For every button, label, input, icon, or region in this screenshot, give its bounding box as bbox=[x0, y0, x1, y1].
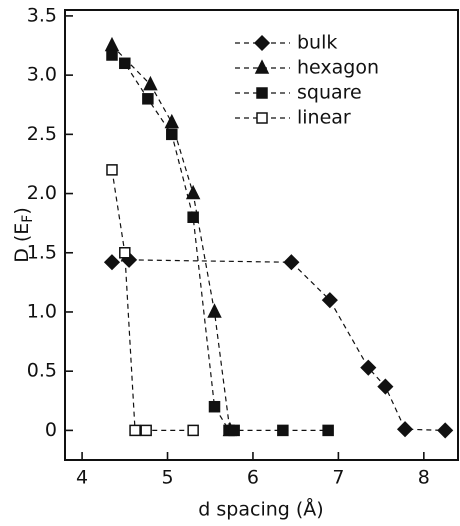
x-axis-label: d spacing (Å) bbox=[198, 498, 323, 521]
plot-frame bbox=[64, 9, 459, 461]
marker bbox=[142, 93, 154, 105]
legend-label: hexagon bbox=[297, 57, 379, 79]
y-label-part: D (E bbox=[11, 223, 33, 263]
legend-label: square bbox=[297, 82, 362, 104]
marker bbox=[164, 113, 180, 129]
marker bbox=[437, 422, 454, 439]
y-tick-label: 1.5 bbox=[27, 241, 57, 263]
marker bbox=[396, 421, 414, 438]
x-tick-label: 8 bbox=[418, 467, 430, 489]
marker bbox=[208, 400, 221, 413]
x-tick-label: 4 bbox=[76, 467, 88, 489]
x-tick-label: 5 bbox=[161, 467, 173, 489]
marker bbox=[106, 49, 118, 61]
marker bbox=[140, 424, 152, 437]
x-tick-label: 7 bbox=[332, 467, 344, 489]
marker bbox=[187, 424, 199, 437]
marker bbox=[106, 164, 118, 176]
y-tick-label: 3.0 bbox=[27, 64, 57, 86]
marker bbox=[104, 36, 120, 52]
series-line bbox=[111, 169, 194, 431]
marker bbox=[322, 424, 334, 437]
legend-marker bbox=[253, 34, 271, 52]
marker bbox=[166, 128, 178, 141]
series-line bbox=[111, 259, 446, 431]
marker bbox=[143, 75, 158, 91]
marker bbox=[187, 211, 199, 223]
y-label-sub: F bbox=[20, 215, 36, 223]
marker bbox=[103, 254, 121, 271]
legend-marker bbox=[254, 59, 270, 74]
x-tick-label: 6 bbox=[247, 467, 259, 489]
y-tick-label: 0 bbox=[45, 419, 57, 441]
y-tick-label: 2.0 bbox=[27, 182, 57, 204]
marker bbox=[228, 424, 240, 437]
marker bbox=[207, 303, 222, 318]
legend-label: bulk bbox=[297, 32, 337, 54]
legend-label: linear bbox=[297, 107, 351, 129]
y-tick-label: 1.0 bbox=[27, 300, 57, 322]
y-tick-label: 0.5 bbox=[27, 360, 57, 382]
marker bbox=[185, 184, 201, 200]
legend-marker bbox=[256, 112, 268, 124]
legend-marker bbox=[256, 87, 268, 99]
marker bbox=[377, 378, 394, 395]
marker bbox=[360, 359, 377, 376]
y-tick-label: 2.5 bbox=[27, 123, 57, 145]
marker bbox=[277, 424, 289, 437]
y-tick-label: 3.5 bbox=[27, 4, 57, 26]
marker bbox=[119, 57, 131, 70]
marker bbox=[321, 292, 338, 309]
y-label-part: ) bbox=[11, 207, 33, 214]
series-line bbox=[111, 54, 329, 431]
y-axis-label: D (EF) bbox=[11, 207, 37, 263]
marker bbox=[283, 254, 300, 271]
series-line bbox=[111, 45, 231, 431]
marker bbox=[119, 247, 131, 259]
marker bbox=[129, 424, 141, 437]
